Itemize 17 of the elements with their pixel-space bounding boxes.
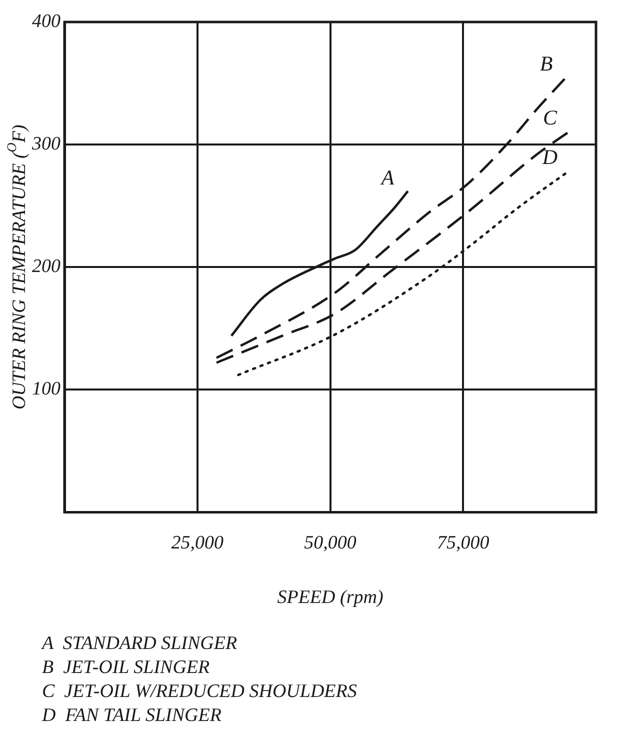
x-axis-title: SPEED (rpm) xyxy=(277,587,384,608)
y-axis-title: OUTER RING TEMPERATURE (OF) xyxy=(4,124,30,410)
text: B JET-OIL SLINGER xyxy=(42,657,210,678)
y-tick-label: 300 xyxy=(31,134,61,155)
x-tick-label: 50,000 xyxy=(304,532,357,554)
x-tick-label: 25,000 xyxy=(171,532,224,554)
series-label: A xyxy=(379,166,394,190)
series-label: B xyxy=(540,52,553,76)
series-label: D xyxy=(541,144,558,169)
y-tick-label: 100 xyxy=(32,378,61,400)
series-label: C xyxy=(542,106,558,130)
y-tick-label: 200 xyxy=(32,256,61,278)
text: C JET-OIL W/REDUCED SHOULDERS xyxy=(42,681,357,702)
y-tick-label: 400 xyxy=(32,11,61,32)
text: D FAN TAIL SLINGER xyxy=(42,705,222,726)
text: A STANDARD SLINGER xyxy=(42,633,238,654)
x-tick-label: 75,000 xyxy=(437,532,490,554)
